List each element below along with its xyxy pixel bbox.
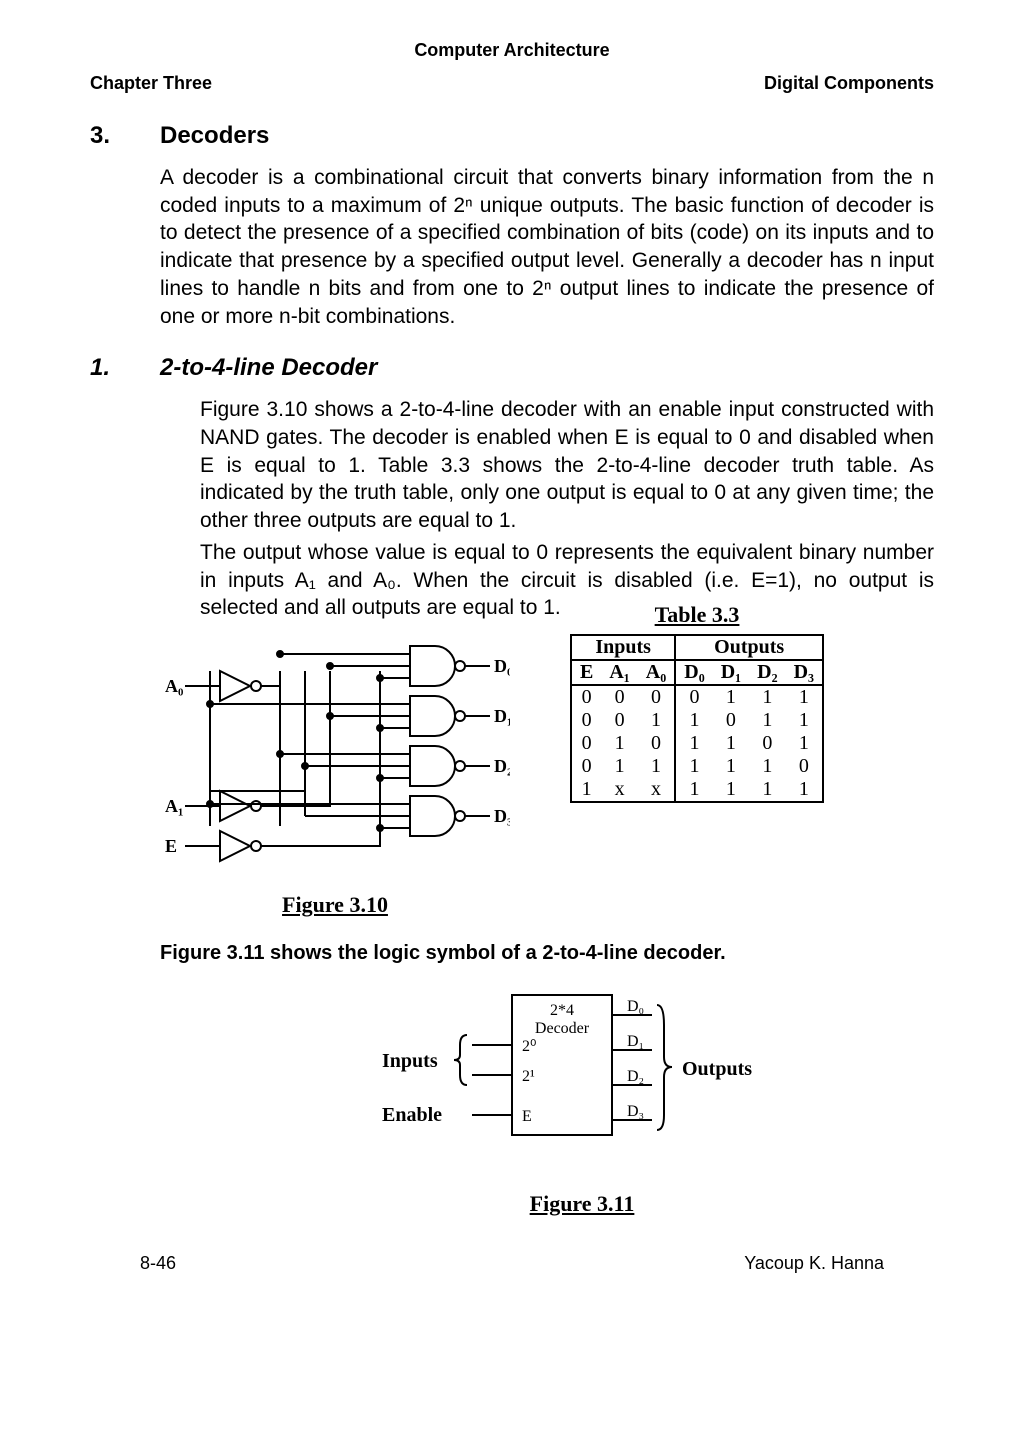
d3-label: D₃ xyxy=(627,1103,644,1120)
table-cell: 1 xyxy=(571,778,601,802)
label-e: E xyxy=(165,836,177,856)
outputs-label: Outputs xyxy=(682,1058,752,1080)
d1-label: D₁ xyxy=(627,1033,644,1050)
i1-label: 2¹ xyxy=(522,1068,535,1085)
section-heading: 3. Decoders xyxy=(90,122,934,150)
table-cell: 1 xyxy=(749,709,785,732)
table-cell: x xyxy=(638,778,675,802)
figure-3-11-statement: Figure 3.11 shows the logic symbol of a … xyxy=(160,942,934,965)
table-cell: 1 xyxy=(675,778,712,802)
book-title: Computer Architecture xyxy=(90,40,934,61)
section-paragraph: A decoder is a combinational circuit tha… xyxy=(160,164,934,330)
enable-label: Enable xyxy=(382,1104,442,1126)
decoder-circuit-svg: A₀ A₁ E D₀ D₁ D₂ D₃ xyxy=(160,626,510,886)
author: Yacoup K. Hanna xyxy=(744,1253,884,1274)
box-line2: Decoder xyxy=(535,1020,590,1037)
figure-3-10-caption: Figure 3.10 xyxy=(282,892,388,918)
figure-3-11: 2*4 Decoder 2⁰ 2¹ E D₀ D₁ D₂ D₃ Inputs E… xyxy=(230,985,934,1217)
label-a0: A₀ xyxy=(165,676,183,696)
table-cell: 1 xyxy=(601,755,637,778)
label-d3: D₃ xyxy=(494,806,510,826)
subsection-title: 2-to-4-line Decoder xyxy=(160,354,377,382)
th-a1: A₁ xyxy=(601,660,637,685)
table-cell: 1 xyxy=(638,755,675,778)
topic-label: Digital Components xyxy=(764,73,934,94)
table-cell: 0 xyxy=(786,755,823,778)
table-cell: 1 xyxy=(786,709,823,732)
table-cell: 0 xyxy=(638,685,675,709)
table-cell: 1 xyxy=(713,778,749,802)
table-cell: 1 xyxy=(638,709,675,732)
subsection-p1: Figure 3.10 shows a 2-to-4-line decoder … xyxy=(200,396,934,535)
decoder-block-svg: 2*4 Decoder 2⁰ 2¹ E D₀ D₁ D₂ D₃ Inputs E… xyxy=(352,985,812,1185)
table-cell: 0 xyxy=(571,685,601,709)
table-cell: 1 xyxy=(786,685,823,709)
e-label: E xyxy=(522,1108,532,1125)
figure-3-11-caption: Figure 3.11 xyxy=(530,1191,635,1217)
table-cell: 0 xyxy=(601,685,637,709)
table-cell: 1 xyxy=(675,755,712,778)
chapter-label: Chapter Three xyxy=(90,73,212,94)
table-cell: 0 xyxy=(601,709,637,732)
table-cell: 0 xyxy=(638,732,675,755)
table-cell: 1 xyxy=(786,732,823,755)
label-a1: A₁ xyxy=(165,796,183,816)
table-cell: 1 xyxy=(749,755,785,778)
th-d1: D₁ xyxy=(713,660,749,685)
th-inputs: Inputs xyxy=(571,635,675,660)
table-cell: 1 xyxy=(601,732,637,755)
table-3-3-title: Table 3.3 xyxy=(570,602,824,628)
subsection-heading: 1. 2-to-4-line Decoder xyxy=(90,354,934,382)
table-cell: 0 xyxy=(571,755,601,778)
th-d0: D₀ xyxy=(675,660,712,685)
table-cell: x xyxy=(601,778,637,802)
inputs-label: Inputs xyxy=(382,1050,438,1072)
th-outputs: Outputs xyxy=(675,635,823,660)
table-cell: 1 xyxy=(675,732,712,755)
subsection-num: 1. xyxy=(90,354,160,382)
th-d3: D₃ xyxy=(786,660,823,685)
box-line1: 2*4 xyxy=(550,1002,574,1019)
table-cell: 1 xyxy=(786,778,823,802)
table-cell: 0 xyxy=(571,732,601,755)
section-title: Decoders xyxy=(160,122,269,150)
table-cell: 0 xyxy=(749,732,785,755)
d2-label: D₂ xyxy=(627,1068,644,1085)
table-cell: 0 xyxy=(675,685,712,709)
table-cell: 1 xyxy=(675,709,712,732)
th-d2: D₂ xyxy=(749,660,785,685)
figure-3-10: A₀ A₁ E D₀ D₁ D₂ D₃ Figure 3.10 xyxy=(160,626,510,918)
label-d0: D₀ xyxy=(494,656,510,676)
table-cell: 1 xyxy=(713,755,749,778)
figures-row: A₀ A₁ E D₀ D₁ D₂ D₃ Figure 3.10 Table 3.… xyxy=(160,626,934,918)
i0-label: 2⁰ xyxy=(522,1038,536,1055)
table-block: Table 3.3 Inputs Outputs E A₁ A₀ D₀ D₁ D… xyxy=(570,602,824,803)
label-d2: D₂ xyxy=(494,756,510,776)
page-number: 8-46 xyxy=(140,1253,176,1274)
table-cell: 1 xyxy=(749,778,785,802)
table-cell: 1 xyxy=(713,685,749,709)
table-cell: 0 xyxy=(713,709,749,732)
truth-table: Inputs Outputs E A₁ A₀ D₀ D₁ D₂ D₃ 00001… xyxy=(570,634,824,803)
header-row: Chapter Three Digital Components xyxy=(90,73,934,94)
label-d1: D₁ xyxy=(494,706,510,726)
table-cell: 1 xyxy=(749,685,785,709)
th-a0: A₀ xyxy=(638,660,675,685)
table-cell: 0 xyxy=(571,709,601,732)
table-cell: 1 xyxy=(713,732,749,755)
footer: 8-46 Yacoup K. Hanna xyxy=(90,1253,934,1274)
section-num: 3. xyxy=(90,122,160,150)
th-e: E xyxy=(571,660,601,685)
d0-label: D₀ xyxy=(627,998,644,1015)
